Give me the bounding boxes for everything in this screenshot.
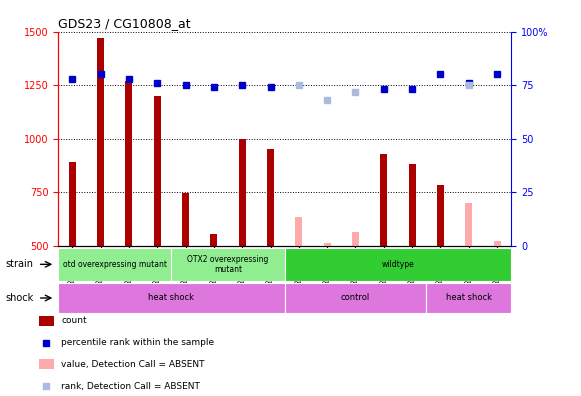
Bar (58, 248, 171, 281)
Text: control: control (341, 293, 370, 303)
Bar (324, 244, 331, 246)
Text: OTX2 overexpressing
mutant: OTX2 overexpressing mutant (187, 255, 269, 274)
Text: heat shock: heat shock (446, 293, 492, 303)
Text: rank, Detection Call = ABSENT: rank, Detection Call = ABSENT (61, 382, 200, 390)
Bar (97, 38, 104, 246)
Bar (381, 154, 388, 246)
Bar (352, 232, 359, 246)
Text: strain: strain (6, 259, 34, 269)
Text: shock: shock (6, 293, 34, 303)
Bar (239, 139, 246, 246)
Bar (125, 81, 132, 246)
Text: wildtype: wildtype (382, 260, 414, 269)
Text: percentile rank within the sample: percentile rank within the sample (61, 338, 214, 347)
Text: GDS23 / CG10808_at: GDS23 / CG10808_at (58, 17, 191, 30)
Bar (267, 149, 274, 246)
Bar (154, 96, 161, 246)
Bar (171, 248, 285, 281)
Bar (426, 283, 511, 313)
Bar (437, 185, 444, 246)
Bar (210, 234, 217, 246)
Bar (69, 162, 76, 246)
Bar (408, 164, 415, 246)
Bar (39, 316, 54, 326)
Bar (465, 203, 472, 246)
Text: count: count (61, 316, 87, 325)
Text: value, Detection Call = ABSENT: value, Detection Call = ABSENT (61, 360, 205, 369)
Text: heat shock: heat shock (148, 293, 195, 303)
Bar (285, 283, 426, 313)
Bar (295, 217, 302, 246)
Text: otd overexpressing mutant: otd overexpressing mutant (63, 260, 167, 269)
Bar (58, 283, 285, 313)
Bar (494, 241, 501, 246)
Bar (285, 248, 511, 281)
Bar (39, 359, 54, 369)
Bar (182, 193, 189, 246)
